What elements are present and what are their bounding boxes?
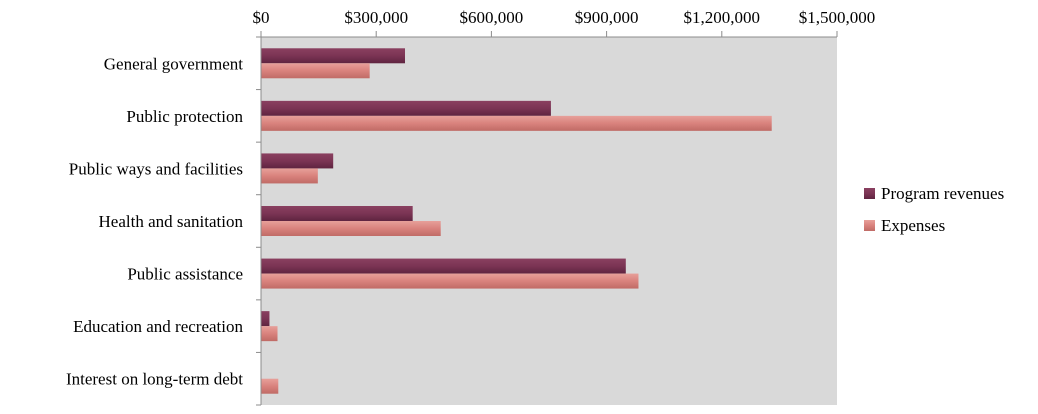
x-tick-label: $600,000 bbox=[460, 8, 524, 27]
category-label: Public ways and facilities bbox=[69, 159, 243, 178]
x-tick-label: $1,200,000 bbox=[684, 8, 761, 27]
category-label: Public assistance bbox=[127, 265, 243, 284]
bar-program-revenues bbox=[261, 100, 551, 116]
legend-swatch bbox=[864, 220, 875, 231]
category-label: Health and sanitation bbox=[99, 212, 244, 231]
category-label: Public protection bbox=[126, 107, 243, 126]
bar-expenses bbox=[261, 326, 278, 342]
bar-program-revenues bbox=[261, 153, 334, 169]
x-tick-label: $900,000 bbox=[575, 8, 639, 27]
legend-swatch bbox=[864, 188, 875, 199]
bar-expenses bbox=[261, 221, 441, 236]
bar-expenses bbox=[261, 378, 279, 394]
bar-expenses bbox=[261, 273, 639, 289]
bar-program-revenues bbox=[261, 206, 413, 221]
bar-program-revenues bbox=[261, 311, 270, 327]
x-tick-label: $1,500,000 bbox=[799, 8, 876, 27]
x-tick-label: $300,000 bbox=[344, 8, 408, 27]
legend-label: Expenses bbox=[881, 216, 945, 235]
bar-expenses bbox=[261, 168, 318, 184]
bar-program-revenues bbox=[261, 258, 626, 274]
legend-label: Program revenues bbox=[881, 184, 1004, 203]
bar-expenses bbox=[261, 115, 772, 131]
category-label: Interest on long-term debt bbox=[66, 370, 243, 389]
bar-program-revenues bbox=[261, 48, 405, 64]
x-tick-label: $0 bbox=[253, 8, 270, 27]
category-label: Education and recreation bbox=[73, 317, 243, 336]
category-label: General government bbox=[104, 54, 244, 73]
bar-expenses bbox=[261, 63, 370, 79]
